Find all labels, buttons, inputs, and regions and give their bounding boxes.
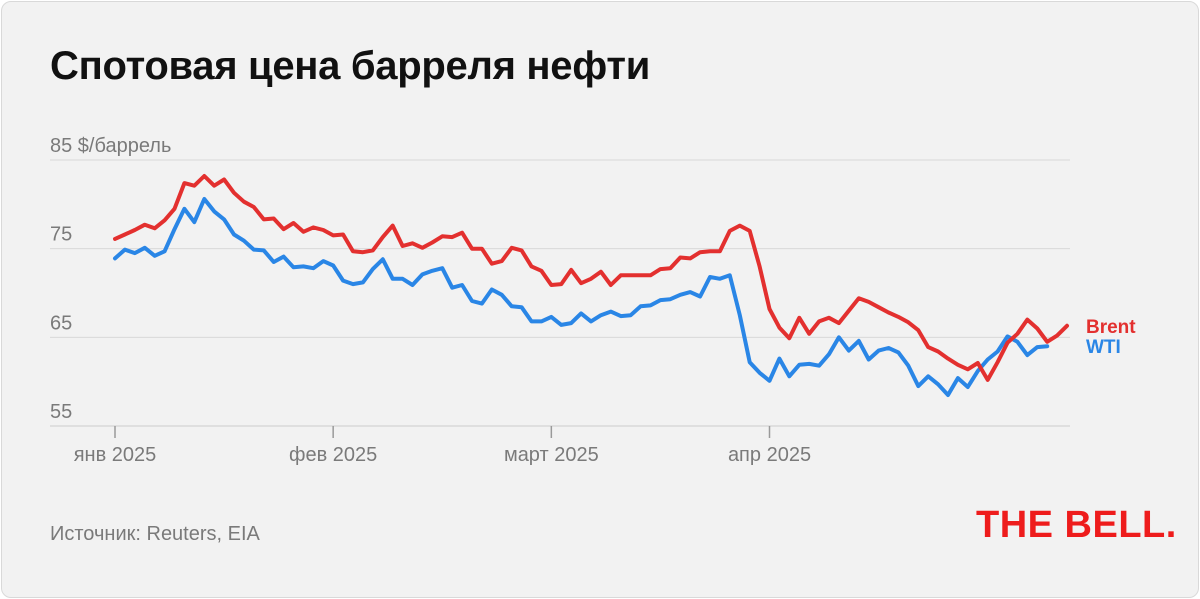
x-axis-ticks: янв 2025 фев 2025 март 2025 апр 2025: [74, 426, 811, 466]
grid-layer: [50, 159, 1070, 427]
the-bell-logo: THE BELL.: [976, 504, 1177, 546]
x-tick-label: апр 2025: [728, 444, 811, 466]
chart-title: Спотовая цена барреля нефти: [50, 44, 650, 88]
series-line-wti: [113, 197, 1050, 397]
y-axis-ticks: 85 $/баррель 75 65 55: [50, 135, 171, 423]
x-tick-label: янв 2025: [74, 444, 157, 466]
series-layer: [113, 174, 1069, 397]
y-tick-label: 55: [50, 401, 72, 423]
y-tick-label: 85 $/баррель: [50, 135, 171, 157]
y-tick-label: 65: [50, 312, 72, 334]
x-tick-label: фев 2025: [289, 444, 377, 466]
series-label-wti: WTI: [1086, 337, 1121, 358]
source-note: Источник: Reuters, EIA: [50, 523, 260, 545]
series-line-brent: [113, 174, 1069, 382]
y-tick-label: 75: [50, 224, 72, 246]
x-tick-label: март 2025: [504, 444, 599, 466]
series-label-brent: Brent: [1086, 317, 1136, 338]
